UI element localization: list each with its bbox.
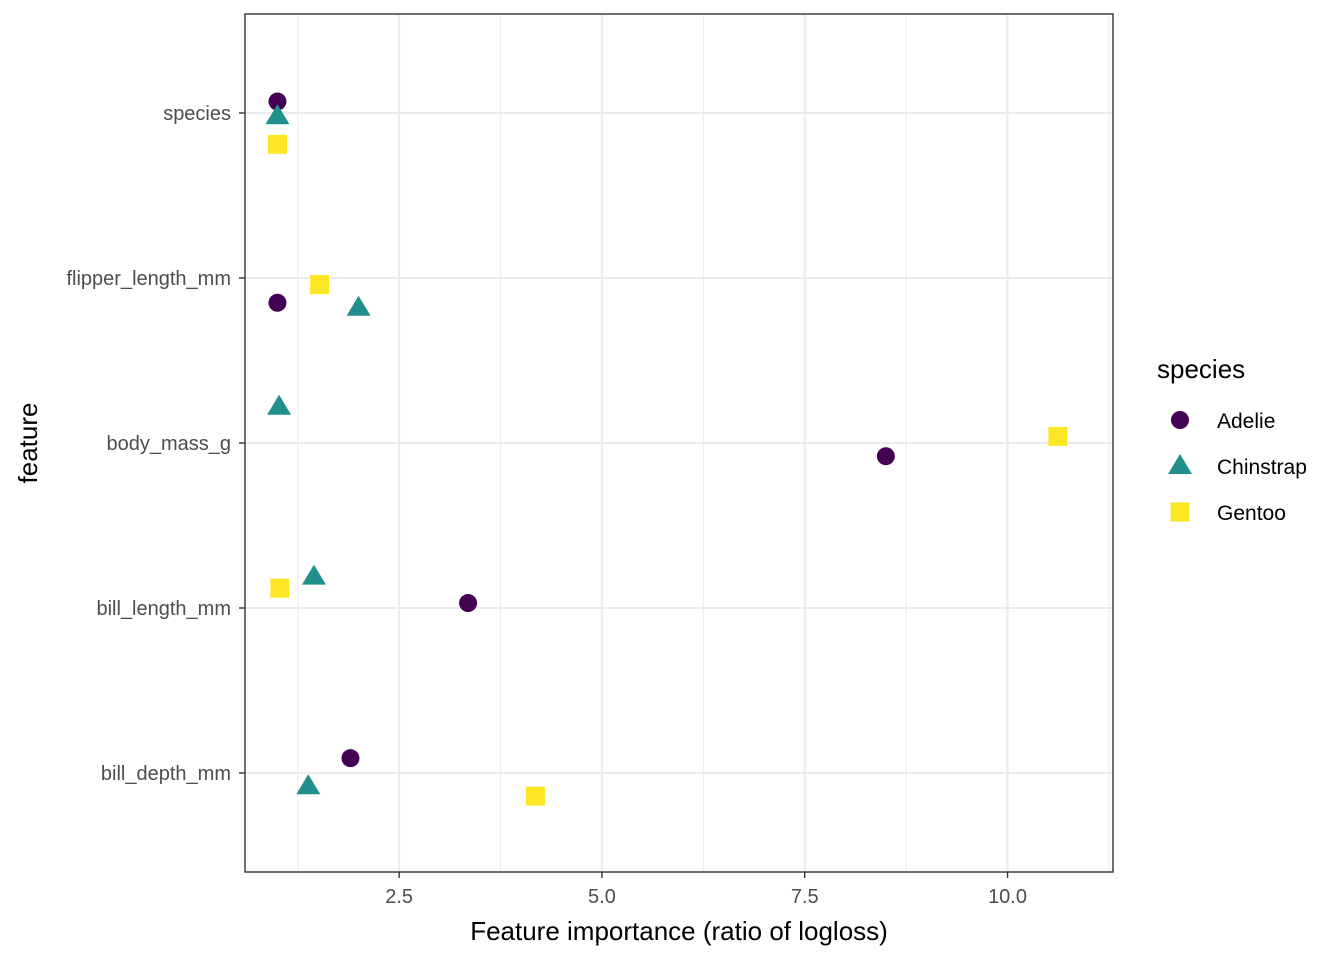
y-tick-label: bill_length_mm bbox=[96, 598, 231, 620]
x-axis-title: Feature importance (ratio of logloss) bbox=[470, 916, 888, 946]
grid bbox=[245, 14, 1113, 872]
legend-label-adelie: Adelie bbox=[1217, 410, 1275, 433]
point-chinstrap bbox=[265, 104, 290, 125]
point-gentoo bbox=[267, 134, 287, 154]
legend-title: species bbox=[1157, 354, 1245, 384]
data-points bbox=[265, 92, 1068, 806]
point-chinstrap bbox=[296, 774, 321, 795]
point-gentoo bbox=[525, 786, 545, 806]
point-adelie bbox=[268, 92, 287, 111]
y-tick-label: species bbox=[163, 103, 231, 125]
point-gentoo bbox=[1048, 426, 1068, 446]
legend-key-chinstrap bbox=[1168, 454, 1192, 474]
axes: 2.5 5.0 7.5 10.0 species flipper_length_mmbod… bbox=[66, 103, 1027, 908]
legend-label-chinstrap: Chinstrap bbox=[1217, 456, 1307, 479]
legend-label-gentoo: Gentoo bbox=[1217, 502, 1286, 525]
legend-key-adelie bbox=[1171, 411, 1189, 429]
point-gentoo bbox=[270, 578, 290, 598]
x-tick-label: 10.0 bbox=[988, 886, 1027, 908]
point-gentoo bbox=[310, 275, 330, 295]
y-axis-title: feature bbox=[13, 403, 43, 484]
y-tick-label: flipper_length_mm bbox=[66, 268, 231, 290]
point-adelie bbox=[876, 447, 895, 466]
legend-items: Adelie Chinstrap Gentoo bbox=[1168, 410, 1307, 525]
y-tick-label: bill_depth_mm bbox=[101, 763, 231, 785]
point-chinstrap bbox=[267, 394, 292, 415]
point-chinstrap bbox=[346, 295, 371, 316]
x-tick-label: 2.5 bbox=[385, 886, 413, 908]
point-adelie bbox=[459, 594, 478, 613]
x-tick-label: 5.0 bbox=[588, 886, 616, 908]
legend: species Adelie Chinstrap Gentoo bbox=[1157, 354, 1307, 525]
point-adelie bbox=[341, 749, 360, 768]
point-chinstrap bbox=[301, 564, 326, 585]
y-tick-label: body_mass_g bbox=[106, 433, 231, 455]
legend-key-gentoo bbox=[1170, 502, 1190, 522]
point-adelie bbox=[268, 293, 287, 312]
x-tick-label: 7.5 bbox=[791, 886, 819, 908]
